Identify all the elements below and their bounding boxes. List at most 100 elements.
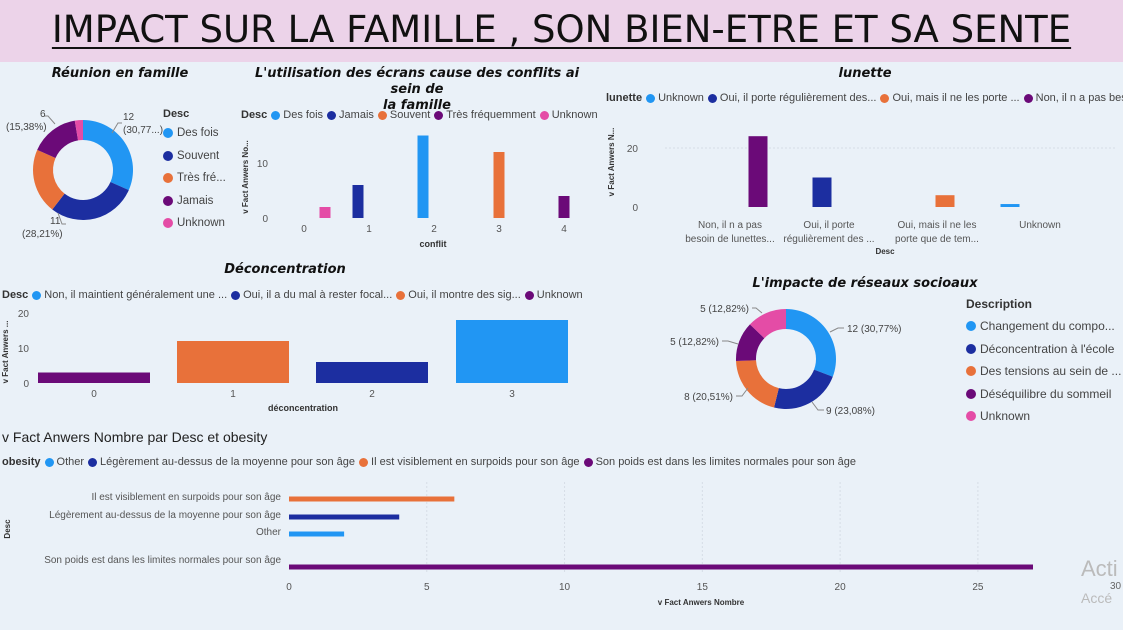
deconc-bar [177, 341, 289, 383]
ecrans-x-tick: 3 [496, 224, 502, 235]
deconc-legend-item[interactable]: Oui, il montre des sig... [396, 289, 521, 301]
reunion-legend-item[interactable]: Des fois [163, 122, 226, 145]
deconc-legend: Desc Non, il maintient généralement une … [2, 289, 583, 301]
reunion-leader-line [57, 212, 66, 225]
reunion-data-label: (28,21%) [22, 229, 63, 240]
reseaux-legend-item[interactable]: Unknown [966, 405, 1121, 428]
lunette-x-tick: Oui, mais il ne les [898, 220, 977, 231]
lunette-x-axis-title: Desc [875, 247, 895, 256]
lunette-legend-item[interactable]: Oui, il porte régulièrement des... [707, 92, 876, 104]
reseaux-legend-item[interactable]: Des tensions au sein de ... [966, 360, 1121, 383]
reseaux-data-label: 5 (12,82%) [700, 304, 749, 315]
ecrans-legend-item[interactable]: Souvent [377, 109, 430, 121]
ecrans-x-tick: 0 [301, 224, 307, 235]
deconc-legend-item[interactable]: Non, il maintient généralement une ... [32, 289, 227, 301]
deconc-x-axis-title: déconcentration [268, 403, 338, 413]
ecrans-x-tick: 4 [561, 224, 567, 235]
reseaux-leader-line [752, 307, 763, 314]
reunion-legend: Desc Des fois Souvent Très fré... Jamais… [163, 108, 226, 235]
lunette-x-tick: Oui, il porte [803, 220, 855, 231]
ecrans-x-tick: 1 [366, 224, 372, 235]
reunion-leader-line [44, 115, 56, 125]
lunette-title: lunette [838, 66, 892, 81]
obesity-x-tick: 0 [286, 582, 292, 593]
reunion-data-label: 12 [123, 112, 135, 123]
reunion-leader-line [111, 122, 122, 134]
obesity-x-tick: 15 [697, 582, 709, 593]
lunette-legend-item[interactable]: Non, il n a pas bes... [1023, 92, 1123, 104]
reseaux-legend-title: Description [966, 297, 1033, 311]
reunion-legend-item[interactable]: Unknown [163, 212, 226, 235]
ecrans-x-axis-title: conflit [420, 239, 447, 249]
lunette-y-tick: 20 [627, 144, 639, 155]
reseaux-legend-item[interactable]: Déséquilibre du sommeil [966, 383, 1121, 406]
lunette-x-tick: régulièrement des ... [783, 234, 874, 245]
obesity-x-tick: 5 [424, 582, 430, 593]
reseaux-leader-line [829, 327, 844, 333]
reseaux-slice [736, 360, 779, 408]
ecrans-bar [493, 152, 505, 218]
ecrans-legend-item[interactable]: Jamais [327, 109, 374, 121]
ecrans-y-axis-title: v Fact Anwers No... [241, 140, 250, 214]
lunette-legend-item[interactable]: Oui, mais il ne les porte ... [880, 92, 1020, 104]
legend-dot-icon [163, 128, 173, 139]
deconc-x-tick: 1 [230, 389, 236, 400]
legend-dot-icon [163, 218, 173, 229]
activation-watermark-sub: Accé [1081, 590, 1113, 606]
obesity-title: v Fact Anwers Nombre par Desc et obesity [2, 429, 268, 445]
reunion-legend-item[interactable]: Jamais [163, 190, 226, 213]
deconc-bar [456, 320, 568, 383]
deconc-title: Déconcentration [224, 262, 346, 277]
reunion-data-label: (30,77...) [123, 125, 163, 136]
obesity-legend-item[interactable]: Légèrement au-dessus de la moyenne pour … [88, 456, 355, 468]
reseaux-slice [735, 324, 765, 362]
ecrans-legend-item[interactable]: Très fréquemment [434, 109, 536, 121]
reunion-slice [83, 120, 133, 191]
reseaux-legend-item[interactable]: Déconcentration à l'école [966, 338, 1121, 361]
deconc-bar [316, 362, 428, 383]
deconc-y-tick: 0 [23, 379, 29, 390]
reseaux-data-label: 8 (20,51%) [684, 392, 733, 403]
title-banner: IMPACT SUR LA FAMILLE , SON BIEN-ETRE ET… [0, 0, 1123, 62]
lunette-bar [812, 177, 832, 207]
obesity-legend-item[interactable]: Son poids est dans les limites normales … [583, 456, 856, 468]
reseaux-data-label: 5 (12,82%) [670, 337, 719, 348]
reseaux-slice [749, 309, 786, 339]
lunette-x-tick: Unknown [1019, 220, 1061, 231]
ecrans-bar [352, 185, 364, 218]
reseaux-data-label: 9 (23,08%) [826, 406, 875, 417]
ecrans-legend: Desc Des fois Jamais Souvent Très fréque… [241, 109, 598, 121]
reunion-legend-item[interactable]: Très fré... [163, 167, 226, 190]
obesity-x-axis-title: v Fact Anwers Nombre [658, 598, 745, 607]
deconc-bar [38, 372, 150, 383]
lunette-legend-item[interactable]: Unknown [646, 92, 704, 104]
legend-dot-icon [163, 150, 173, 161]
reunion-slice [33, 149, 65, 210]
legend-dot-icon [163, 173, 173, 184]
reunion-legend-title: Desc [163, 108, 190, 120]
obesity-bar [289, 564, 1033, 570]
lunette-x-tick: besoin de lunettes... [685, 234, 775, 245]
obesity-y-tick: Other [256, 527, 282, 538]
obesity-y-tick: Il est visiblement en surpoids pour son … [91, 492, 281, 503]
obesity-y-tick: Son poids est dans les limites normales … [44, 555, 281, 566]
reseaux-leader-line [736, 387, 749, 397]
ecrans-legend-item[interactable]: Des fois [271, 109, 323, 121]
obesity-legend-item[interactable]: Il est visiblement en surpoids pour son … [359, 456, 580, 468]
reseaux-legend-item[interactable]: Changement du compo... [966, 315, 1121, 338]
axis-tick-overflow: 30 [1110, 581, 1122, 592]
obesity-legend-item[interactable]: Other [44, 456, 84, 468]
deconc-legend-item[interactable]: Unknown [524, 289, 583, 301]
page-title: IMPACT SUR LA FAMILLE , SON BIEN-ETRE ET… [51, 8, 1072, 51]
reseaux-legend: Description Changement du compo... Décon… [966, 297, 1121, 428]
ecrans-legend-item[interactable]: Unknown [539, 109, 598, 121]
activation-watermark: Acti [1081, 556, 1118, 581]
deconc-legend-item[interactable]: Oui, il a du mal à rester focal... [231, 289, 392, 301]
obesity-bar [289, 496, 455, 502]
reseaux-slice [774, 369, 833, 409]
reunion-legend-item[interactable]: Souvent [163, 145, 226, 168]
